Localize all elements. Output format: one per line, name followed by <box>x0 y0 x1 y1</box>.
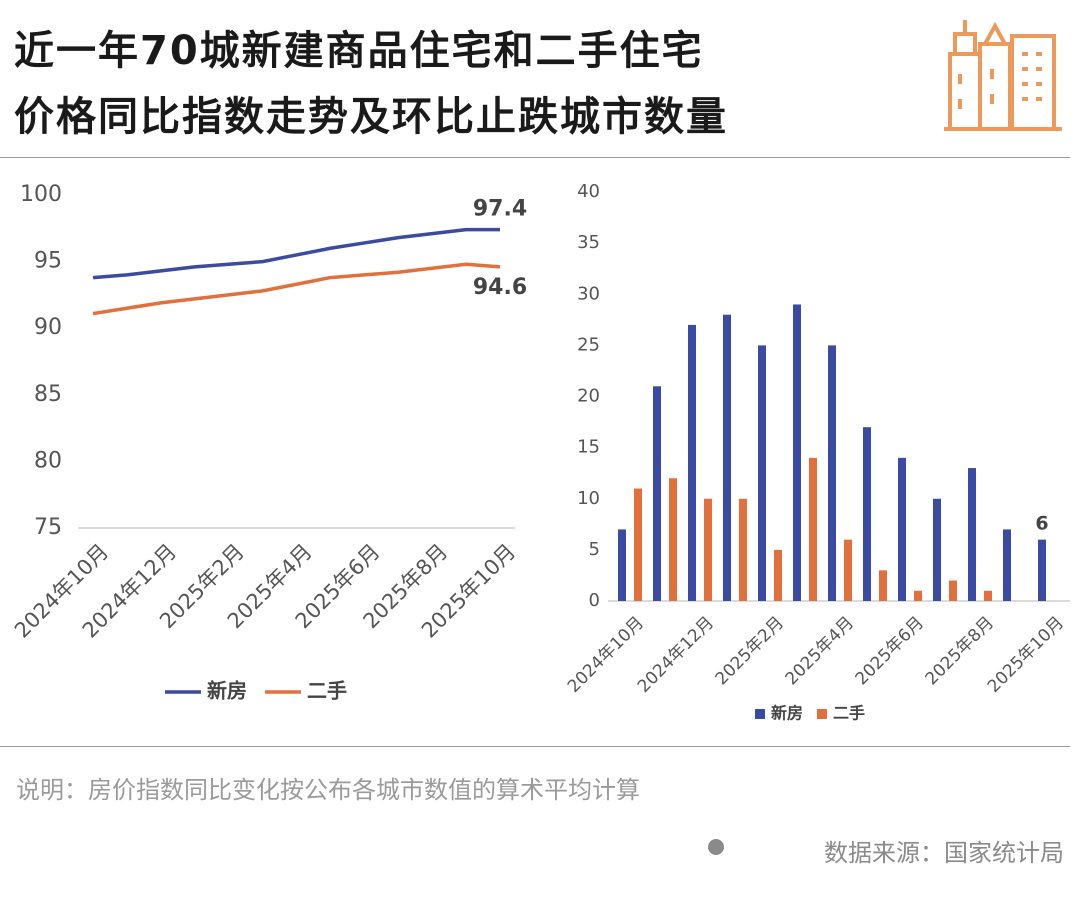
bar <box>758 345 766 601</box>
legend-swatch <box>755 709 765 719</box>
y-tick-label: 5 <box>589 539 600 560</box>
y-tick-label: 85 <box>34 382 62 407</box>
legend-label: 二手 <box>833 704 865 723</box>
x-tick-label: 2024年12月 <box>634 613 718 697</box>
bar <box>1003 529 1011 601</box>
bar <box>618 529 626 601</box>
y-tick-label: 100 <box>20 182 62 207</box>
legend-label: 新房 <box>771 704 803 723</box>
bar <box>688 324 696 601</box>
legend-label: 新房 <box>207 679 247 703</box>
x-tick-label: 2025年4月 <box>782 613 858 689</box>
bar <box>634 488 642 601</box>
y-tick-label: 25 <box>577 334 600 355</box>
y-tick-label: 20 <box>577 386 600 407</box>
y-tick-label: 0 <box>589 590 600 611</box>
source: 数据来源：国家统计局 <box>824 839 1064 867</box>
bar <box>1038 539 1046 601</box>
bar <box>723 314 731 601</box>
bar <box>704 498 712 601</box>
y-tick-label: 75 <box>34 515 62 540</box>
bar <box>949 580 957 601</box>
x-tick-label: 2025年8月 <box>922 613 998 689</box>
y-tick-label: 90 <box>34 315 62 340</box>
bar <box>933 498 941 601</box>
charts: 75808590951002024年10月2024年12月2025年2月2025… <box>10 181 1070 723</box>
data-label: 94.6 <box>473 275 527 300</box>
bar <box>844 539 852 601</box>
y-tick-label: 35 <box>577 232 600 253</box>
x-tick-label: 2025年10月 <box>984 613 1068 697</box>
title-line: 近一年70城新建商品住宅和二手住宅 <box>14 28 704 74</box>
bar <box>774 549 782 601</box>
bar <box>809 457 817 601</box>
y-tick-label: 30 <box>577 283 600 304</box>
data-label: 6 <box>1035 513 1048 535</box>
bar <box>914 590 922 601</box>
title-line: 价格同比指数走势及环比止跌城市数量 <box>14 94 728 140</box>
line-series <box>92 227 500 280</box>
divider <box>0 157 1070 158</box>
y-tick-label: 95 <box>34 249 62 274</box>
x-tick-label: 2025年2月 <box>712 613 788 689</box>
data-label: 97.4 <box>473 197 527 222</box>
legend-swatch <box>817 709 827 719</box>
divider <box>0 746 1070 747</box>
legend-label: 二手 <box>307 679 347 703</box>
bar <box>793 304 801 601</box>
bar <box>984 590 992 601</box>
note: 说明：房价指数同比变化按公布各城市数值的算术平均计算 <box>16 776 640 804</box>
bar <box>968 468 976 601</box>
y-tick-label: 40 <box>577 181 600 202</box>
bar <box>669 478 677 601</box>
source-dot <box>708 839 724 855</box>
building-icon <box>944 20 1062 131</box>
bar <box>898 457 906 601</box>
bar <box>863 427 871 601</box>
bar <box>653 386 661 601</box>
bar <box>739 498 747 601</box>
x-tick-label: 2025年6月 <box>852 613 928 689</box>
y-tick-label: 80 <box>34 448 62 473</box>
bar <box>828 345 836 601</box>
bar <box>879 570 887 601</box>
y-tick-label: 15 <box>577 437 600 458</box>
line-series <box>92 262 501 316</box>
y-tick-label: 10 <box>577 488 600 509</box>
